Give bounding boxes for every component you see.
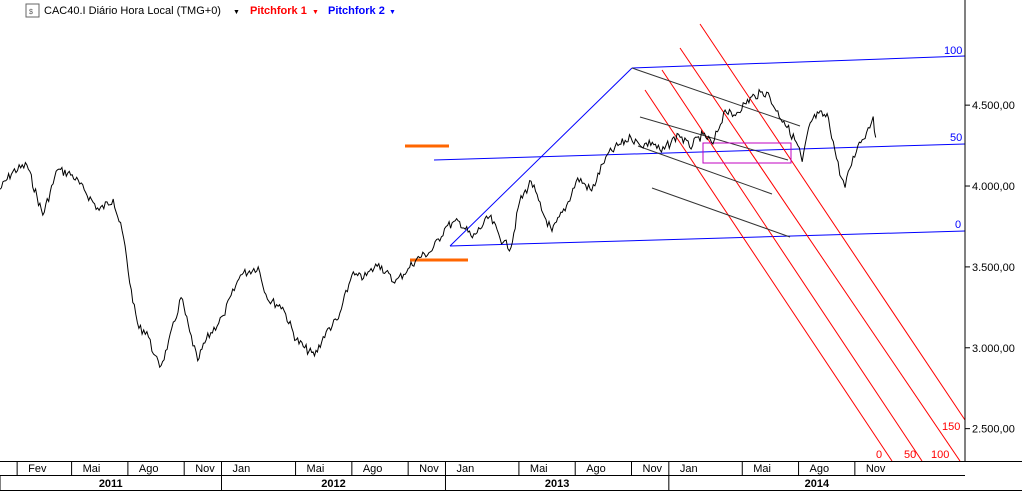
pitchfork2-upper-line[interactable] [631, 55, 965, 69]
pitchfork1-line-150[interactable] [699, 23, 965, 421]
trend-line[interactable] [651, 187, 791, 238]
pitchfork2[interactable] [433, 55, 965, 247]
fork-labels: 100 50 0 150 0 50 100 [876, 45, 962, 461]
fork2-label-50: 50 [950, 132, 962, 144]
pitchfork1-line-100[interactable] [679, 47, 961, 461]
x-tick-label: Mai [530, 463, 548, 475]
year-label: 2013 [545, 478, 569, 490]
trend-line[interactable] [631, 67, 801, 127]
x-tick-label: Ago [363, 463, 383, 475]
y-tick-label: 3.500,00 [972, 262, 1015, 274]
x-tick-label: Nov [195, 463, 215, 475]
pitchfork2-handle[interactable] [449, 67, 633, 247]
year-label: 2011 [99, 478, 123, 490]
price-axis[interactable]: 2.500,00 3.000,00 3.500,00 4.000,00 4.500,00 [964, 0, 1015, 461]
x-tick-label: Mai [307, 463, 325, 475]
plot-area[interactable] [0, 23, 965, 461]
y-tick-label: 3.000,00 [972, 343, 1015, 355]
y-tick-label: 4.000,00 [972, 181, 1015, 193]
fork1-label-150: 150 [942, 421, 960, 433]
x-tick-label: Ago [586, 463, 606, 475]
y-tick-label: 4.500,00 [972, 100, 1015, 112]
symbol-icon-glyph: $ [29, 9, 33, 16]
x-tick-label: Jan [680, 463, 698, 475]
price-series-line [0, 88, 877, 369]
symbol-icon[interactable] [25, 3, 40, 18]
legend-bar: $ CAC40.I Diário Hora Local (TMG+0) ▼ Pi… [25, 3, 396, 18]
symbol-label[interactable]: CAC40.I Diário Hora Local (TMG+0) [44, 5, 221, 17]
trend-line[interactable] [639, 116, 789, 161]
pitchfork1-line-50[interactable] [661, 69, 923, 461]
x-tick-label: Jan [233, 463, 251, 475]
x-tick-label: Nov [643, 463, 663, 475]
x-tick-label: Mai [83, 463, 101, 475]
fork2-label-0: 0 [955, 219, 961, 231]
pitchfork2-lower-line[interactable] [449, 230, 965, 247]
time-axis[interactable]: Fev Mai Ago Nov Jan Mai Ago Nov Jan Mai Ago Nov Jan M… [0, 461, 1022, 491]
fork2-label-100: 100 [944, 45, 962, 57]
x-tick-label: Ago [810, 463, 830, 475]
x-tick-label: Jan [456, 463, 474, 475]
year-label: 2012 [321, 478, 345, 490]
pitchfork1-label[interactable]: Pitchfork 1 [250, 5, 307, 17]
x-tick-label: Mai [753, 463, 771, 475]
markers[interactable] [405, 142, 792, 262]
pitchfork2-median-line[interactable] [433, 143, 965, 161]
fork1-label-50: 50 [904, 449, 916, 461]
x-tick-label: Nov [866, 463, 886, 475]
x-tick-label: Ago [139, 463, 159, 475]
y-tick-label: 2.500,00 [972, 424, 1015, 436]
chevron-down-icon[interactable]: ▼ [312, 9, 319, 16]
fork1-label-0: 0 [876, 449, 882, 461]
pitchfork1-line-0[interactable] [644, 89, 893, 461]
rectangle-annotation[interactable] [702, 142, 792, 164]
trend-lines[interactable] [631, 67, 801, 238]
x-tick-label: Nov [419, 463, 439, 475]
x-tick-label: Fev [28, 463, 47, 475]
fork1-label-100: 100 [931, 449, 949, 461]
chevron-down-icon[interactable]: ▼ [233, 9, 240, 16]
pitchfork2-label[interactable]: Pitchfork 2 [328, 5, 385, 17]
chevron-down-icon[interactable]: ▼ [389, 9, 396, 16]
trend-line[interactable] [637, 145, 773, 195]
year-label: 2014 [805, 478, 830, 490]
